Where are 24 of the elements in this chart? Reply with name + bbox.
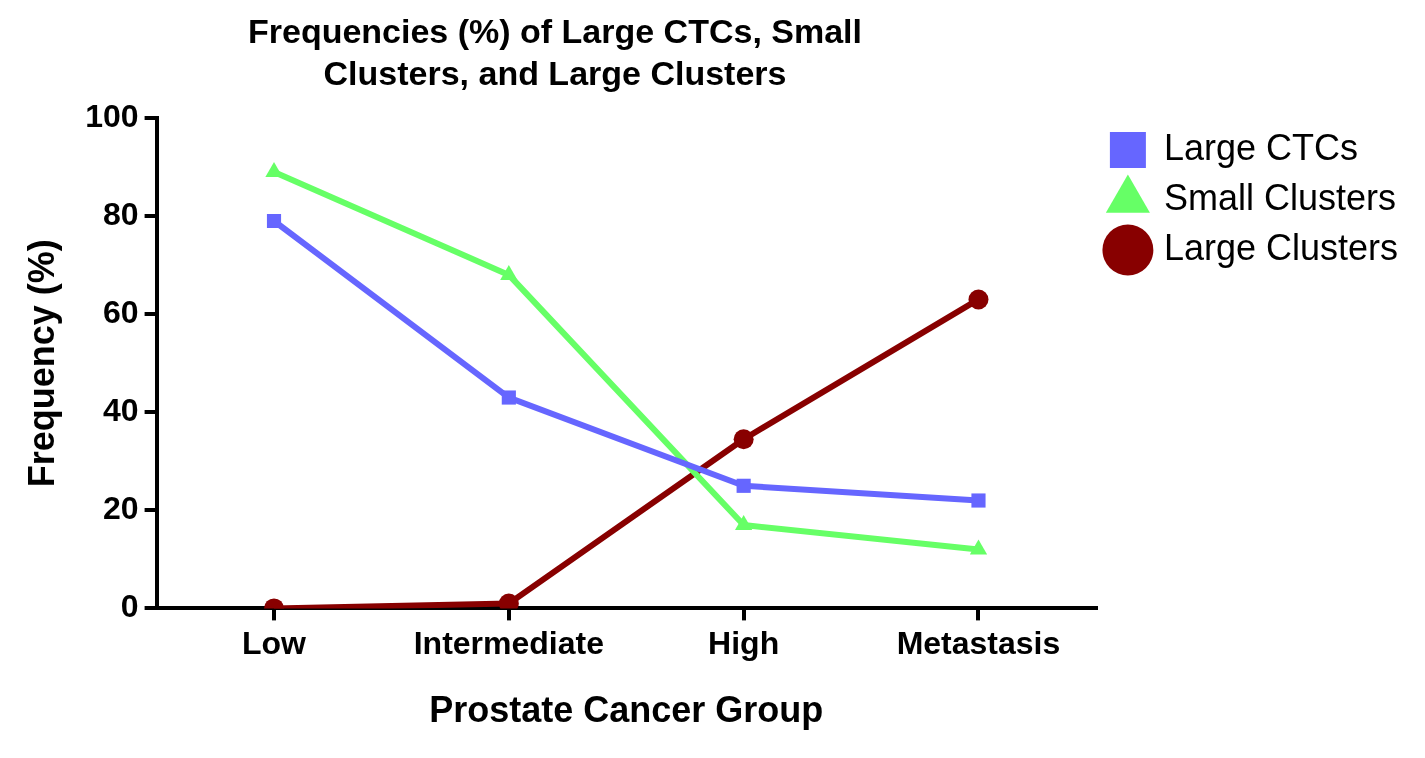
y-tick-label: 40	[103, 392, 139, 429]
x-tick-label: Low	[242, 625, 307, 662]
x-tick-label: Intermediate	[413, 625, 604, 662]
legend-label: Small Clusters	[1163, 176, 1396, 218]
point	[733, 429, 754, 450]
x-tick-label: Metastasis	[896, 625, 1061, 662]
point	[736, 478, 751, 493]
point	[968, 289, 989, 310]
point	[266, 213, 282, 229]
point	[971, 493, 986, 508]
point	[735, 515, 753, 531]
point	[501, 390, 516, 405]
y-tick-label: 0	[120, 588, 139, 625]
x-axis-title: Prostate Cancer Group	[429, 689, 824, 731]
y-tick-label: 100	[85, 97, 139, 134]
x-tick-label: High	[708, 625, 780, 662]
y-tick-label: 80	[103, 195, 139, 232]
legend-label: Large Clusters	[1163, 226, 1398, 268]
y-tick-label: 20	[103, 490, 139, 527]
legend-label: Large CTCs	[1163, 126, 1358, 168]
chart-title: Frequencies (%) of Large CTCs, Small Clusters, and Large Clusters	[247, 11, 863, 94]
y-tick-label: 60	[103, 293, 139, 330]
point	[969, 539, 988, 555]
y-axis-title: Frequency (%)	[20, 239, 62, 488]
